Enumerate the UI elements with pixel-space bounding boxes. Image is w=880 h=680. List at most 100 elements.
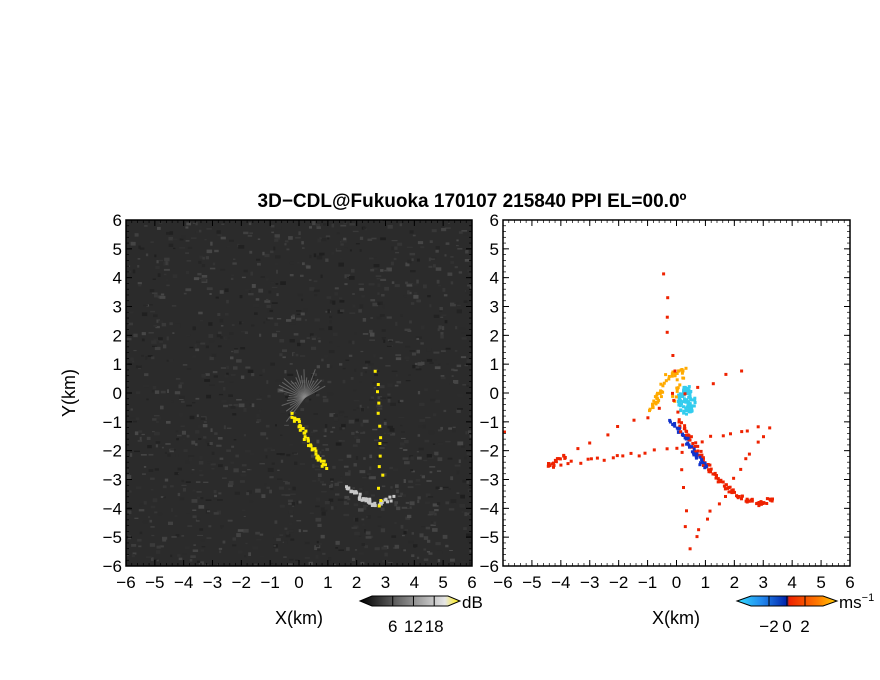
echo-pixel — [685, 509, 688, 513]
noise-speckle — [207, 442, 211, 447]
noise-speckle — [442, 288, 446, 292]
echo-pixel — [697, 453, 701, 457]
noise-speckle — [441, 226, 444, 228]
noise-speckle — [208, 334, 214, 338]
noise-speckle — [433, 521, 437, 525]
echo-pixel — [696, 385, 700, 389]
y-tick-label: 0 — [113, 384, 122, 403]
noise-speckle — [319, 379, 325, 382]
noise-speckle — [376, 278, 381, 280]
echo-pixel — [696, 444, 700, 448]
noise-speckle — [196, 517, 201, 521]
noise-speckle — [271, 462, 275, 465]
noise-speckle — [137, 282, 142, 285]
noise-speckle — [274, 322, 279, 326]
noise-speckle — [149, 304, 153, 306]
noise-speckle — [420, 342, 424, 345]
noise-speckle — [391, 281, 395, 284]
noise-speckle — [429, 258, 435, 260]
noise-speckle — [445, 501, 450, 505]
noise-speckle — [466, 452, 472, 455]
noise-speckle — [365, 531, 371, 535]
noise-speckle — [197, 272, 202, 276]
noise-speckle — [127, 510, 132, 514]
noise-speckle — [334, 482, 339, 487]
noise-speckle — [207, 510, 211, 513]
noise-speckle — [191, 237, 197, 239]
echo-pixel — [709, 434, 713, 438]
noise-speckle — [152, 418, 157, 421]
noise-speckle — [151, 356, 155, 360]
y-tick-label: −5 — [480, 528, 499, 547]
noise-speckle — [336, 232, 340, 235]
noise-speckle — [275, 225, 282, 230]
echo-pixel — [699, 461, 703, 465]
noise-speckle — [156, 545, 161, 549]
noise-speckle — [149, 519, 153, 523]
noise-speckle — [289, 261, 295, 265]
noise-speckle — [434, 366, 441, 370]
echo-pixel — [699, 449, 703, 453]
noise-speckle — [364, 490, 369, 495]
noise-speckle — [332, 426, 336, 429]
noise-speckle — [266, 486, 270, 489]
noise-speckle — [249, 232, 253, 235]
noise-speckle — [328, 498, 334, 502]
noise-speckle — [195, 222, 198, 226]
noise-speckle — [365, 360, 371, 364]
noise-speckle — [459, 504, 466, 508]
echo-pixel — [703, 461, 707, 465]
noise-speckle — [249, 403, 254, 406]
noise-speckle — [406, 284, 413, 287]
noise-speckle — [133, 350, 137, 352]
noise-speckle — [298, 231, 301, 236]
noise-speckle — [195, 397, 200, 400]
noise-speckle — [427, 496, 434, 498]
x-tick-label: 2 — [352, 573, 361, 592]
x-tick-label: −6 — [116, 573, 135, 592]
noise-speckle — [138, 285, 142, 287]
echo-pixel — [562, 453, 566, 457]
velocity-pixel — [686, 389, 689, 393]
noise-speckle — [369, 454, 373, 459]
noise-speckle — [405, 508, 411, 509]
noise-speckle — [291, 382, 297, 384]
noise-speckle — [270, 250, 274, 254]
noise-speckle — [323, 223, 327, 226]
echo-pixel — [377, 465, 381, 469]
noise-speckle — [231, 350, 234, 353]
noise-speckle — [168, 521, 173, 525]
noise-speckle — [404, 440, 409, 444]
echo-pixel — [321, 462, 325, 466]
noise-speckle — [299, 463, 305, 465]
noise-speckle — [222, 477, 227, 479]
noise-speckle — [457, 304, 461, 306]
noise-speckle — [245, 366, 251, 369]
noise-speckle — [321, 491, 327, 493]
noise-speckle — [193, 277, 200, 281]
noise-speckle — [335, 540, 340, 545]
noise-speckle — [151, 534, 155, 537]
noise-speckle — [290, 493, 296, 495]
echo-pixel — [652, 448, 656, 452]
noise-speckle — [198, 461, 204, 465]
noise-speckle — [201, 275, 208, 278]
noise-speckle — [339, 427, 343, 431]
y-tick-label: −1 — [103, 413, 122, 432]
noise-speckle — [358, 309, 362, 313]
echo-pixel — [671, 354, 675, 357]
noise-speckle — [279, 534, 284, 536]
echo-pixel — [379, 499, 383, 502]
noise-speckle — [138, 545, 142, 548]
noise-speckle — [467, 301, 472, 305]
velocity-pixel — [682, 405, 685, 409]
velocity-pixel — [679, 392, 683, 396]
echo-pixel — [675, 387, 679, 391]
noise-speckle — [343, 237, 347, 241]
noise-speckle — [181, 400, 185, 403]
noise-speckle — [401, 494, 406, 497]
noise-speckle — [149, 289, 155, 293]
echo-pixel — [756, 425, 760, 429]
noise-speckle — [438, 487, 443, 490]
